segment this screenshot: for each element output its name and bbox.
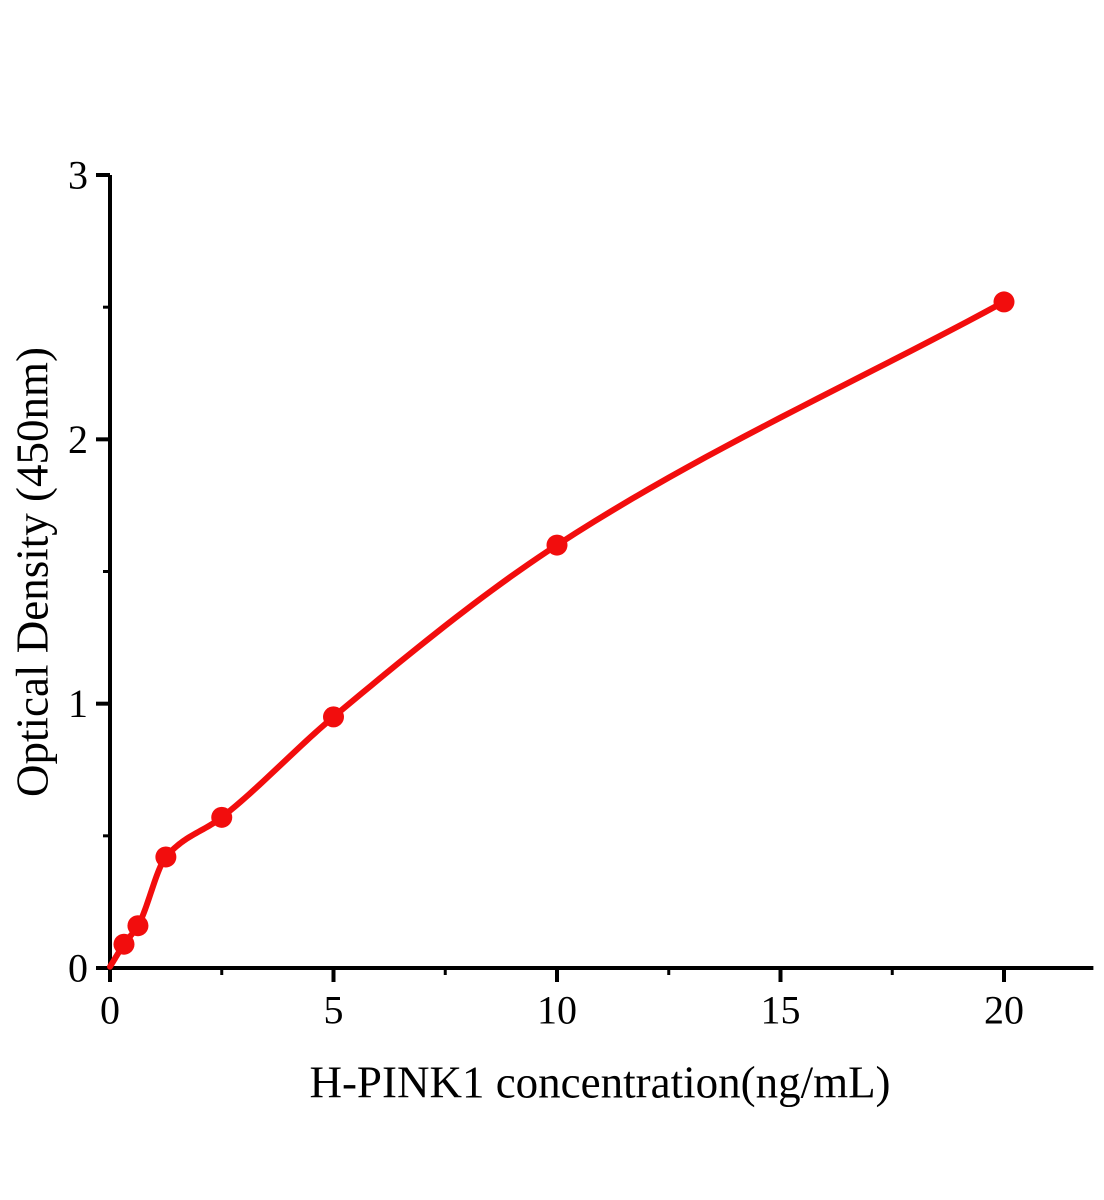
standard-curve-line: [107, 298, 1007, 970]
x-tick-label: 5: [324, 988, 344, 1033]
x-tick-label: 0: [100, 988, 120, 1033]
data-point-marker: [323, 706, 344, 728]
y-tick-label: 3: [68, 153, 88, 198]
data-point-marker: [546, 534, 568, 556]
y-tick-label: 1: [68, 681, 88, 726]
y-tick-label: 0: [68, 946, 88, 991]
data-point-marker: [155, 846, 177, 868]
y-axis-title: Optical Density (450nm): [7, 347, 58, 797]
data-point-marker: [113, 933, 135, 955]
x-tick-label: 10: [537, 988, 577, 1033]
data-point-marker: [211, 806, 233, 828]
x-axis-title: H-PINK1 concentration(ng/mL): [309, 1057, 891, 1108]
x-tick-label: 20: [984, 988, 1024, 1033]
data-point-marker: [993, 291, 1015, 313]
data-point-marker: [127, 915, 149, 937]
y-tick-label: 2: [68, 417, 88, 462]
x-tick-label: 15: [761, 988, 801, 1033]
